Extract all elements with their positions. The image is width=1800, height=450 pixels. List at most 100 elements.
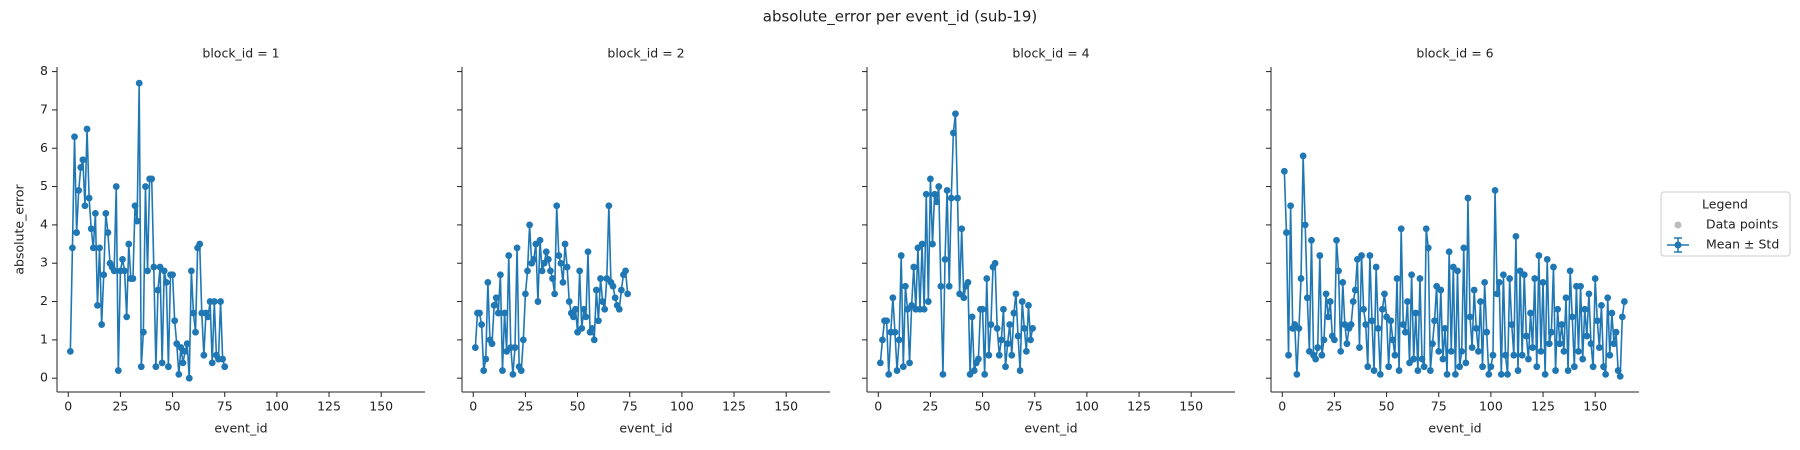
point <box>1397 225 1405 233</box>
point <box>1301 221 1309 229</box>
point <box>1600 363 1607 371</box>
point <box>1620 298 1628 305</box>
point <box>1499 271 1507 279</box>
legend-marker <box>1674 221 1682 229</box>
point <box>1518 351 1526 359</box>
point <box>941 255 949 263</box>
x-tick-label: 0 <box>874 399 882 414</box>
point <box>102 210 110 217</box>
panel-title: block_id = 6 <box>1416 46 1493 61</box>
x-tick-label: 150 <box>1583 399 1607 414</box>
point <box>1320 336 1328 344</box>
point <box>1591 275 1599 282</box>
point <box>139 328 147 336</box>
point <box>1531 275 1539 282</box>
point <box>1387 317 1395 325</box>
x-tick-label: 75 <box>217 399 233 414</box>
point <box>110 267 118 275</box>
x-axis-label: event_id <box>1024 421 1077 436</box>
point <box>1022 347 1030 355</box>
point <box>171 317 179 325</box>
point <box>1522 332 1530 340</box>
point <box>1602 370 1610 378</box>
point <box>1381 290 1388 298</box>
x-axis-label: event_id <box>619 421 672 436</box>
point <box>1391 351 1399 359</box>
y-tick-label: 5 <box>40 178 48 193</box>
point <box>1589 363 1597 371</box>
point <box>895 336 903 344</box>
point <box>1339 278 1347 286</box>
x-tick-label: 125 <box>1531 399 1555 414</box>
point <box>1376 370 1384 378</box>
point <box>1412 309 1420 317</box>
point <box>1389 336 1397 344</box>
point <box>1385 363 1393 371</box>
x-tick-label: 75 <box>1431 399 1447 414</box>
point <box>150 263 158 271</box>
point <box>906 359 913 367</box>
point <box>536 236 544 244</box>
point <box>513 244 521 252</box>
point <box>584 248 592 256</box>
point <box>931 190 938 198</box>
point <box>599 298 607 305</box>
panel: block_id = 2 0 25 50 75 100 125 150 event_id <box>457 46 830 436</box>
point <box>893 367 901 374</box>
point <box>1429 340 1436 348</box>
point <box>131 202 139 210</box>
point <box>1462 359 1470 367</box>
point <box>501 309 508 317</box>
point <box>87 225 95 233</box>
x-tick-label: 75 <box>1027 399 1043 414</box>
point <box>1322 290 1330 298</box>
point <box>885 370 893 378</box>
x-tick-label: 150 <box>1179 399 1203 414</box>
point <box>1556 340 1564 348</box>
point <box>1583 332 1591 340</box>
point <box>1285 351 1292 359</box>
point <box>559 278 567 286</box>
point <box>1012 290 1020 298</box>
point <box>1004 340 1012 348</box>
point <box>993 324 1001 332</box>
point <box>1426 367 1434 374</box>
point <box>605 202 613 210</box>
point <box>1331 336 1338 344</box>
point <box>1303 294 1311 302</box>
point <box>1408 271 1416 279</box>
point <box>219 355 227 363</box>
point <box>160 267 168 275</box>
point <box>217 298 224 305</box>
point <box>480 367 488 374</box>
point <box>1512 232 1520 240</box>
x-tick-label: 50 <box>975 399 991 414</box>
x-tick-label: 50 <box>570 399 586 414</box>
point <box>482 355 490 363</box>
point <box>526 221 533 229</box>
point <box>1395 367 1403 374</box>
point <box>1447 347 1455 355</box>
point <box>1370 367 1378 374</box>
point <box>1280 167 1288 175</box>
point <box>945 282 953 290</box>
point <box>1506 275 1514 282</box>
point <box>995 351 1003 359</box>
point <box>1464 194 1472 202</box>
x-tick-label: 100 <box>670 399 694 414</box>
x-tick-label: 0 <box>469 399 477 414</box>
point <box>1552 367 1559 374</box>
x-tick-label: 0 <box>64 399 72 414</box>
panel-title: block_id = 1 <box>202 46 279 61</box>
point <box>123 313 131 321</box>
x-tick-label: 100 <box>265 399 289 414</box>
point <box>949 129 957 137</box>
point <box>964 278 972 286</box>
point <box>1566 267 1574 275</box>
x-tick-label: 50 <box>165 399 181 414</box>
point <box>1299 152 1307 160</box>
point <box>1575 347 1582 355</box>
y-tick-label: 6 <box>40 140 48 155</box>
x-tick-label: 25 <box>922 399 938 414</box>
point <box>98 321 106 328</box>
